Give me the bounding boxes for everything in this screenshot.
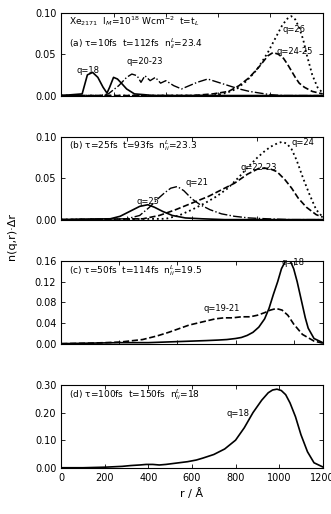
Text: q=18: q=18 — [227, 409, 250, 418]
Text: (d) τ=100fs  t=150fs  n$^L_{ii}$=18: (d) τ=100fs t=150fs n$^L_{ii}$=18 — [69, 387, 200, 401]
Text: q=18: q=18 — [77, 66, 100, 75]
Text: (c) τ=50fs  t=114fs  n$^L_{ii}$=19.5: (c) τ=50fs t=114fs n$^L_{ii}$=19.5 — [69, 263, 202, 278]
Text: n(q,r)·Δr: n(q,r)·Δr — [7, 213, 17, 260]
Text: q=24-25: q=24-25 — [277, 47, 313, 56]
Text: q=18: q=18 — [281, 258, 305, 267]
Text: q=22-23: q=22-23 — [240, 162, 277, 172]
Text: q=24: q=24 — [292, 138, 314, 147]
Text: q=25: q=25 — [136, 197, 159, 207]
Text: q=26: q=26 — [282, 25, 305, 33]
Text: q=20-23: q=20-23 — [126, 57, 163, 66]
Text: (b) τ=25fs  t=93fs  n$^L_{ii}$=23.3: (b) τ=25fs t=93fs n$^L_{ii}$=23.3 — [69, 139, 197, 154]
Text: q=21: q=21 — [185, 177, 208, 187]
X-axis label: r / Å: r / Å — [180, 488, 204, 499]
Text: Xe$_{2171}$  I$_M$=10$^{18}$ Wcm$^{-2}$  t=t$_L$: Xe$_{2171}$ I$_M$=10$^{18}$ Wcm$^{-2}$ t… — [69, 14, 199, 28]
Text: (a) τ=10fs  t=112fs  n$^L_{ii}$=23.4: (a) τ=10fs t=112fs n$^L_{ii}$=23.4 — [69, 36, 203, 51]
Text: q=19-21: q=19-21 — [204, 304, 240, 313]
